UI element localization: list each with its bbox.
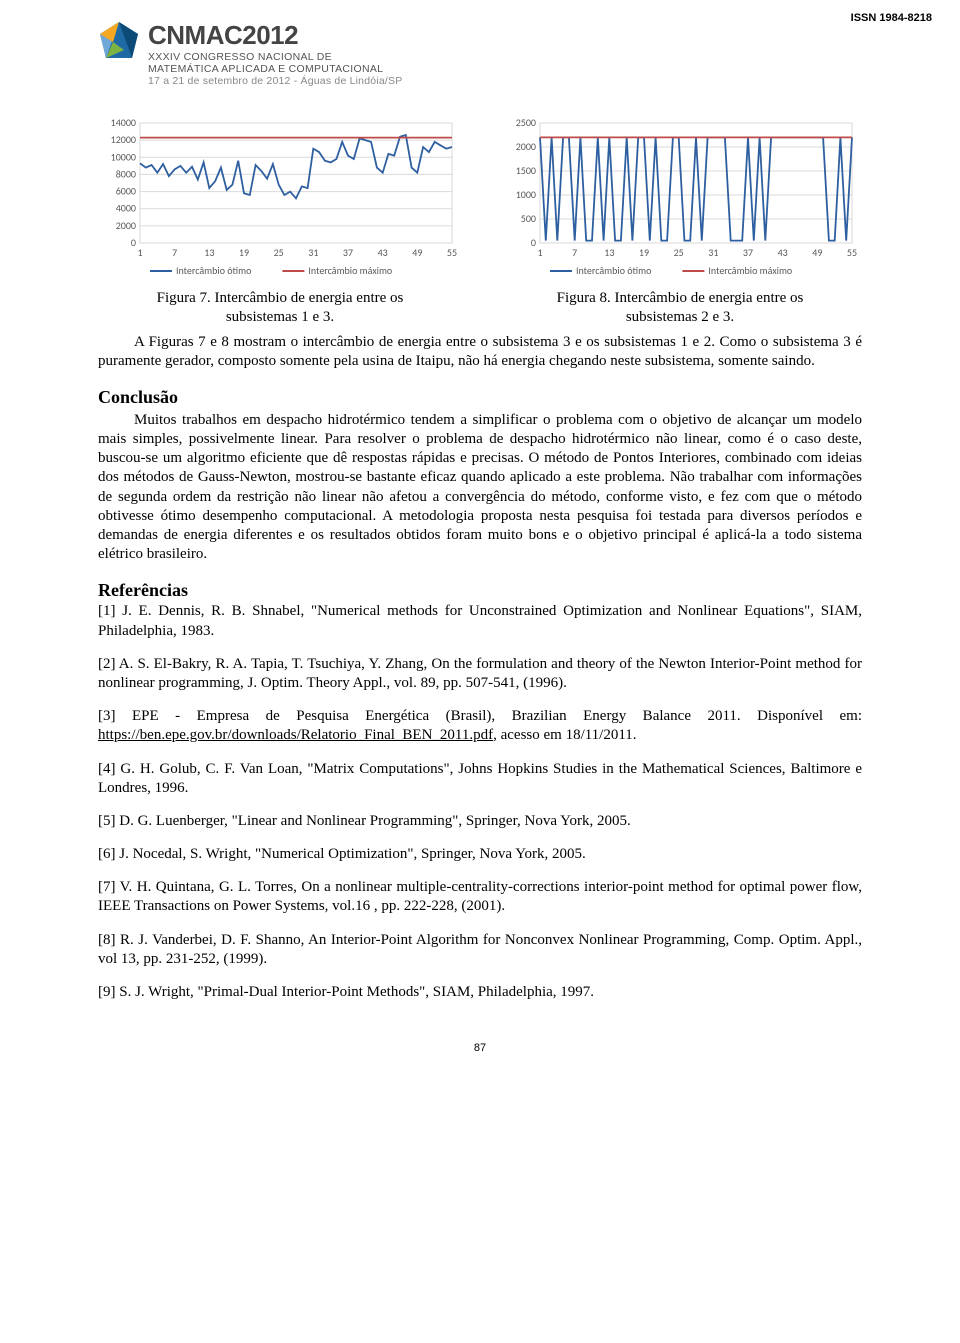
conference-sub3: 17 a 21 de setembro de 2012 - Águas de L… — [148, 75, 402, 87]
reference-link[interactable]: https://ben.epe.gov.br/downloads/Relator… — [98, 727, 493, 743]
svg-text:49: 49 — [412, 246, 422, 259]
svg-text:19: 19 — [639, 246, 649, 259]
svg-text:2000: 2000 — [516, 140, 536, 153]
svg-text:500: 500 — [521, 212, 536, 225]
reference-item: [4] G. H. Golub, C. F. Van Loan, "Matrix… — [98, 760, 862, 798]
reference-item: [6] J. Nocedal, S. Wright, "Numerical Op… — [98, 845, 862, 864]
chart-left-block: 0 2000 4000 6000 8000 10000 12000 14000 1 7 13 19 25… — [100, 117, 460, 327]
svg-text:25: 25 — [274, 246, 284, 259]
conference-header: CNMAC2012 XXXIV CONGRESSO NACIONAL DE MA… — [98, 20, 862, 87]
chart-right-block: 0 500 1000 1500 2000 2500 1 7 13 19 25 31 37 43 49 55 In… — [500, 117, 860, 327]
svg-text:0: 0 — [131, 236, 136, 249]
svg-text:7: 7 — [172, 246, 177, 259]
reference-item: [9] S. J. Wright, "Primal-Dual Interior-… — [98, 983, 862, 1002]
reference-item: [2] A. S. El-Bakry, R. A. Tapia, T. Tsuc… — [98, 655, 862, 693]
svg-text:1000: 1000 — [516, 188, 536, 201]
issn-label: ISSN 1984-8218 — [851, 12, 932, 24]
svg-text:43: 43 — [378, 246, 388, 259]
svg-text:14000: 14000 — [111, 117, 136, 129]
charts-row: 0200040006000800010000120001400017131925… — [98, 117, 862, 327]
svg-text:0: 0 — [531, 236, 536, 249]
conference-sub1: XXXIV CONGRESSO NACIONAL DE — [148, 51, 402, 63]
svg-text:25: 25 — [674, 246, 684, 259]
reference-item: [8] R. J. Vanderbei, D. F. Shanno, An In… — [98, 931, 862, 969]
referencias-title: Referências — [98, 580, 862, 601]
svg-text:8000: 8000 — [116, 167, 136, 180]
reference-item: [5] D. G. Luenberger, "Linear and Nonlin… — [98, 812, 862, 831]
svg-text:6000: 6000 — [116, 185, 136, 198]
svg-text:13: 13 — [204, 246, 214, 259]
svg-text:37: 37 — [743, 246, 753, 259]
conference-title: CNMAC2012 — [148, 20, 402, 51]
svg-text:55: 55 — [847, 246, 857, 259]
svg-text:Intercâmbio máximo: Intercâmbio máximo — [308, 264, 392, 277]
svg-text:31: 31 — [708, 246, 718, 259]
svg-text:10000: 10000 — [111, 150, 136, 163]
svg-text:43: 43 — [778, 246, 788, 259]
svg-text:7: 7 — [572, 246, 577, 259]
conclusao-body: Muitos trabalhos em despacho hidrotérmic… — [98, 411, 862, 565]
svg-text:Intercâmbio ótimo: Intercâmbio ótimo — [176, 264, 251, 277]
chart-left-caption-2: subsistemas 1 e 3. — [226, 309, 334, 325]
conference-logo-icon — [98, 20, 140, 68]
chart-right-caption-2: subsistemas 2 e 3. — [626, 309, 734, 325]
reference-item: [3] EPE - Empresa de Pesquisa Energética… — [98, 707, 862, 745]
svg-text:37: 37 — [343, 246, 353, 259]
page-number: 87 — [98, 1042, 862, 1054]
svg-text:2500: 2500 — [516, 117, 536, 129]
svg-text:13: 13 — [604, 246, 614, 259]
conference-sub2: MATEMÁTICA APLICADA E COMPUTACIONAL — [148, 63, 402, 75]
svg-text:Intercâmbio ótimo: Intercâmbio ótimo — [576, 264, 651, 277]
conclusao-title: Conclusão — [98, 387, 862, 408]
svg-text:Intercâmbio máximo: Intercâmbio máximo — [708, 264, 792, 277]
svg-text:1500: 1500 — [516, 164, 536, 177]
para-after-charts: A Figuras 7 e 8 mostram o intercâmbio de… — [98, 333, 862, 371]
svg-text:12000: 12000 — [111, 133, 136, 146]
chart-right: 0 500 1000 1500 2000 2500 1 7 13 19 25 31 37 43 49 55 In… — [500, 117, 860, 287]
chart-left-caption-1: Figura 7. Intercâmbio de energia entre o… — [157, 290, 404, 306]
svg-text:2000: 2000 — [116, 219, 136, 232]
svg-text:1: 1 — [137, 246, 142, 259]
reference-item: [7] V. H. Quintana, G. L. Torres, On a n… — [98, 878, 862, 916]
svg-text:49: 49 — [812, 246, 822, 259]
svg-text:19: 19 — [239, 246, 249, 259]
reference-item: [1] J. E. Dennis, R. B. Shnabel, "Numeri… — [98, 602, 862, 640]
svg-text:55: 55 — [447, 246, 457, 259]
chart-right-caption-1: Figura 8. Intercâmbio de energia entre o… — [557, 290, 804, 306]
svg-text:4000: 4000 — [116, 202, 136, 215]
svg-text:1: 1 — [537, 246, 542, 259]
svg-text:31: 31 — [308, 246, 318, 259]
chart-left: 0 2000 4000 6000 8000 10000 12000 14000 1 7 13 19 25… — [100, 117, 460, 287]
